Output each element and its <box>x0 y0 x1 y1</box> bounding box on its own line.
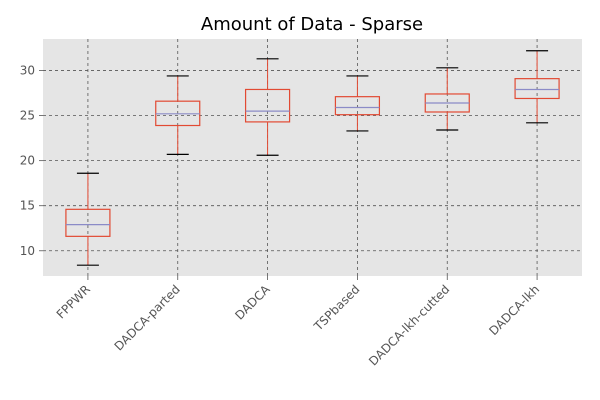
box-fppwr <box>65 172 111 266</box>
box-dadca-lkh-cutted <box>424 67 470 131</box>
y-tick-label: 15 <box>20 199 35 213</box>
y-axis-ticks: 10 15 20 25 30 <box>20 64 43 258</box>
box-tspbased <box>334 75 381 132</box>
box-iqr <box>65 208 111 237</box>
plot-area <box>43 39 582 276</box>
x-tick-label: TSPbased <box>311 282 363 334</box>
y-tick-label: 30 <box>20 64 35 78</box>
y-tick-label: 25 <box>20 109 35 123</box>
x-tick-label: FPPWR <box>54 282 93 321</box>
box-iqr <box>334 96 381 116</box>
box-dadca-lkh <box>514 50 560 124</box>
x-tick-label: DADCA <box>232 282 273 323</box>
box-iqr <box>514 78 560 100</box>
x-tick-label: DADCA-lkh-cutted <box>366 282 452 368</box>
x-tick-label: DADCA-parted <box>112 282 183 353</box>
y-tick-label: 10 <box>20 244 35 258</box>
chart-title: Amount of Data - Sparse <box>201 14 423 35</box>
boxes <box>65 50 560 266</box>
y-tick-label: 20 <box>20 154 35 168</box>
box-dadca-parted <box>155 75 201 155</box>
x-axis-ticks: FPPWR DADCA-parted DADCA TSPbased DADCA-lkh-… <box>54 276 542 368</box>
box-dadca <box>244 58 291 156</box>
x-tick-label: DADCA-lkh <box>486 282 542 338</box>
box-iqr <box>244 88 291 123</box>
